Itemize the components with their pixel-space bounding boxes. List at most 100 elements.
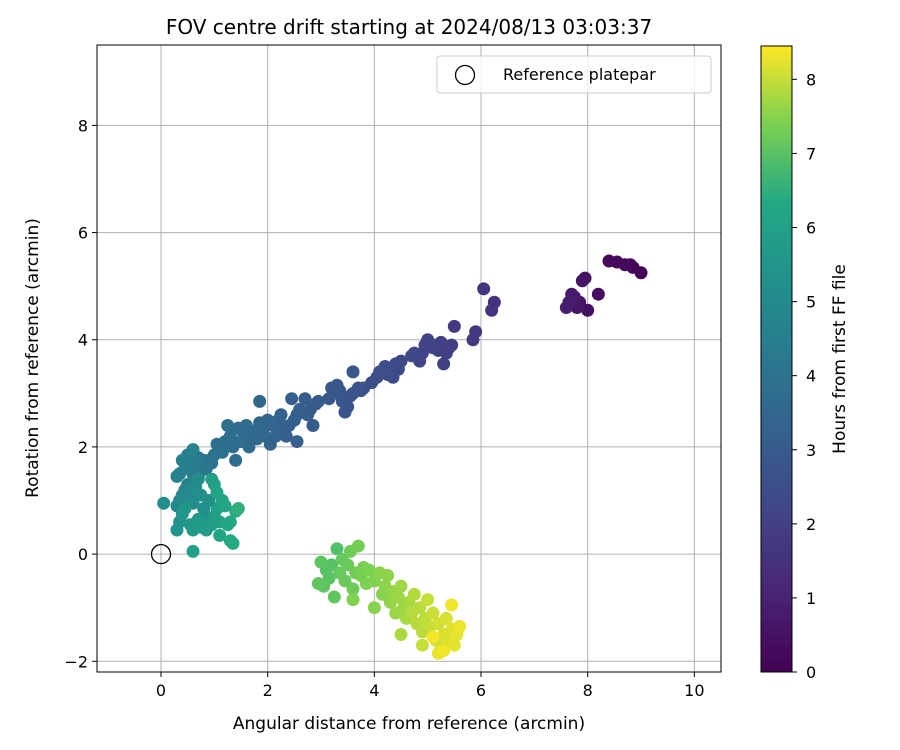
data-point (175, 453, 189, 467)
data-point (221, 418, 235, 432)
data-point (213, 528, 227, 542)
data-point (447, 319, 461, 333)
data-point (229, 453, 243, 467)
data-point (439, 611, 453, 625)
colorbar-tick-label: 0 (806, 663, 816, 682)
colorbar-tick-label: 8 (806, 70, 816, 89)
data-point (447, 638, 461, 652)
data-point (394, 579, 408, 593)
data-point (290, 435, 304, 449)
data-point (421, 593, 435, 607)
data-point (170, 523, 184, 537)
data-point (231, 502, 245, 516)
data-point (226, 536, 240, 550)
data-point (405, 349, 419, 363)
data-point (559, 301, 573, 315)
data-point (415, 638, 429, 652)
data-point (205, 472, 219, 486)
y-axis-ticks: −2 0 2 4 6 8 (64, 116, 97, 671)
data-point (351, 539, 365, 553)
data-point (218, 499, 232, 513)
data-point (437, 644, 451, 658)
data-point (311, 577, 325, 591)
data-point (575, 274, 589, 288)
x-tick-label: 4 (369, 681, 379, 700)
y-tick-label: 0 (78, 545, 88, 564)
colorbar-tick-label: 4 (806, 367, 816, 386)
data-point (253, 394, 267, 408)
data-point (362, 563, 376, 577)
x-tick-label: 6 (476, 681, 486, 700)
data-point (477, 282, 491, 296)
data-point (157, 496, 171, 510)
colorbar-tick-label: 2 (806, 515, 816, 534)
data-point (338, 574, 352, 588)
data-point (391, 590, 405, 604)
colorbar-gradient (760, 45, 793, 673)
data-point (231, 421, 245, 435)
data-point (202, 494, 216, 508)
y-axis-label: Rotation from reference (arcmin) (23, 218, 43, 498)
data-point (186, 544, 200, 558)
colorbar: 0 1 2 3 4 5 6 7 8 Hours from first FF file (760, 45, 850, 682)
data-point (327, 590, 341, 604)
y-tick-label: 6 (78, 224, 88, 243)
data-point (330, 542, 344, 556)
data-point (178, 502, 192, 516)
legend-box (436, 55, 712, 94)
data-point (306, 418, 320, 432)
data-point (437, 357, 451, 371)
colorbar-label: Hours from first FF file (830, 264, 850, 454)
data-point (335, 394, 349, 408)
legend: Reference platepar (436, 55, 712, 94)
data-point (466, 333, 480, 347)
data-point (407, 587, 421, 601)
data-point (394, 627, 408, 641)
legend-marker (454, 64, 476, 86)
data-point (453, 619, 467, 633)
data-point (581, 303, 595, 317)
data-point (338, 405, 352, 419)
data-point (186, 443, 200, 457)
x-axis-ticks: 0 2 4 6 8 10 (156, 672, 705, 700)
data-point (298, 392, 312, 406)
x-tick-label: 8 (583, 681, 593, 700)
data-point (223, 515, 237, 529)
x-tick-label: 0 (156, 681, 166, 700)
colorbar-tick-label: 3 (806, 441, 816, 460)
data-point (346, 365, 360, 379)
colorbar-ticks: 0 1 2 3 4 5 6 7 8 (792, 70, 816, 682)
y-tick-label: −2 (64, 652, 88, 671)
grid (97, 45, 721, 672)
data-point (314, 555, 328, 569)
data-point (445, 598, 459, 612)
data-point (381, 569, 395, 583)
data-point (170, 469, 184, 483)
x-tick-label: 10 (684, 681, 704, 700)
data-point (325, 381, 339, 395)
x-tick-label: 2 (263, 681, 273, 700)
data-point (346, 593, 360, 607)
y-tick-label: 2 (78, 438, 88, 457)
data-point (426, 606, 440, 620)
x-axis-label: Angular distance from reference (arcmin) (233, 714, 585, 734)
y-tick-label: 4 (78, 331, 88, 350)
chart-title: FOV centre drift starting at 2024/08/13 … (166, 15, 652, 39)
colorbar-tick-label: 1 (806, 589, 816, 608)
colorbar-tick-label: 5 (806, 293, 816, 312)
data-point (485, 303, 499, 317)
data-point (210, 485, 224, 499)
data-point (210, 437, 224, 451)
plot-frame (96, 44, 722, 673)
data-point (191, 472, 205, 486)
data-point (602, 254, 616, 268)
data-point (367, 601, 381, 615)
data-point (426, 630, 440, 644)
legend-label: Reference platepar (503, 65, 656, 84)
data-point (346, 582, 360, 596)
data-point (341, 558, 355, 572)
reference-marker (150, 543, 172, 565)
scatter-points (157, 254, 648, 660)
data-point (322, 392, 336, 406)
